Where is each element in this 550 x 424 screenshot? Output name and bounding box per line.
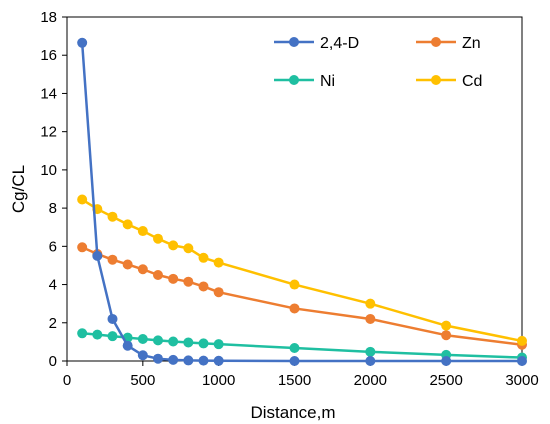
- series-line: [80, 42, 522, 363]
- data-point: [365, 356, 376, 366]
- data-point: [198, 281, 209, 292]
- data-point: [198, 338, 209, 349]
- x-tick-label: 3000: [505, 372, 538, 389]
- y-tick-label: 0: [49, 353, 57, 370]
- x-axis-title: Distance,m: [250, 403, 335, 422]
- series-ni: [77, 328, 527, 363]
- x-tick-label: 1500: [278, 372, 311, 389]
- data-point: [365, 313, 376, 324]
- y-tick-label: 2: [49, 315, 57, 332]
- data-point: [137, 264, 148, 275]
- y-tick-label: 18: [40, 9, 57, 26]
- data-point: [92, 329, 103, 340]
- y-tick-label: 4: [49, 277, 57, 294]
- data-point: [77, 328, 88, 339]
- legend-entry: Zn: [416, 35, 481, 52]
- data-point: [168, 240, 179, 251]
- data-point: [441, 356, 452, 366]
- y-axis-title: Cg/CL: [9, 165, 28, 213]
- data-point: [107, 254, 118, 265]
- legend-marker: [431, 37, 441, 47]
- data-point: [77, 37, 88, 48]
- legend-marker: [289, 75, 299, 85]
- x-tick-label: 2500: [429, 372, 462, 389]
- legend-entry: Ni: [274, 73, 335, 90]
- plot-area: [77, 37, 527, 366]
- data-point: [183, 243, 194, 254]
- data-point: [198, 355, 209, 366]
- data-point: [77, 194, 88, 205]
- data-point: [107, 211, 118, 222]
- y-tick-label: 12: [40, 124, 57, 141]
- data-point: [441, 320, 452, 331]
- data-point: [153, 335, 163, 346]
- data-point: [92, 250, 103, 261]
- data-point: [365, 298, 376, 309]
- data-point: [183, 337, 194, 348]
- x-tick-label: 500: [130, 372, 155, 389]
- data-point: [77, 242, 88, 253]
- data-point: [137, 334, 148, 345]
- legend: 2,4-D Zn Ni Cd: [274, 35, 482, 90]
- data-point: [153, 270, 163, 280]
- data-point: [168, 354, 179, 365]
- data-point: [289, 279, 300, 290]
- y-tick-label: 14: [40, 85, 57, 102]
- legend-entry: 2,4-D: [274, 35, 359, 52]
- y-tick-label: 8: [49, 200, 57, 217]
- legend-label: Ni: [320, 73, 335, 90]
- series-zn: [77, 242, 527, 350]
- data-point: [122, 219, 133, 230]
- legend-entry: Cd: [416, 73, 482, 90]
- data-point: [213, 355, 224, 366]
- data-point: [153, 353, 163, 364]
- data-point: [168, 273, 179, 284]
- x-tick-label: 0: [63, 372, 71, 389]
- data-point: [183, 355, 194, 366]
- data-point: [517, 335, 527, 346]
- series-line: [81, 246, 523, 346]
- data-point: [213, 287, 224, 298]
- legend-label: Cd: [462, 73, 482, 90]
- y-tick-label: 10: [40, 162, 57, 179]
- data-point: [153, 233, 163, 244]
- data-point: [289, 343, 300, 354]
- data-point: [517, 356, 527, 366]
- y-tick-label: 6: [49, 238, 57, 255]
- legend-marker: [289, 37, 299, 47]
- data-point: [183, 276, 194, 287]
- data-point: [137, 226, 148, 237]
- data-point: [168, 336, 179, 347]
- data-point: [365, 346, 376, 357]
- data-point: [107, 331, 118, 342]
- x-tick-label: 1000: [202, 372, 235, 389]
- data-point: [213, 339, 224, 350]
- legend-marker: [431, 75, 441, 85]
- data-point: [122, 340, 133, 351]
- data-point: [289, 356, 300, 366]
- data-point: [213, 257, 224, 268]
- data-point: [122, 259, 133, 270]
- series-2-4-d: [77, 37, 527, 366]
- legend-label: 2,4-D: [320, 35, 359, 52]
- axes: 0 500 1000 1500 2000 2500 3000 0 2 4 6 8 10 12 14 16 18: [40, 9, 538, 389]
- data-point: [289, 303, 300, 314]
- legend-label: Zn: [462, 35, 481, 52]
- series-cd: [77, 194, 527, 346]
- y-tick-label: 16: [40, 47, 57, 64]
- data-point: [198, 252, 209, 263]
- data-point: [107, 313, 118, 324]
- data-point: [137, 350, 148, 361]
- data-point: [441, 330, 452, 341]
- x-tick-label: 2000: [354, 372, 387, 389]
